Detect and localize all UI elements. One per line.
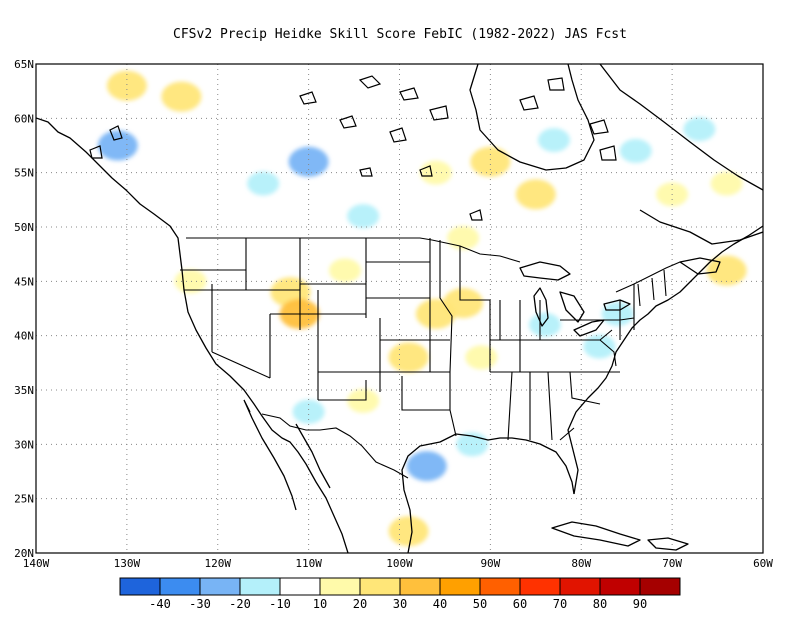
- colorbar-swatch: [359, 577, 401, 596]
- colorbar-swatch: [639, 577, 681, 596]
- skill-patch: [388, 516, 429, 547]
- lon-tick-label: 80W: [571, 557, 591, 570]
- skill-patch: [515, 179, 556, 210]
- skill-patch: [470, 146, 511, 177]
- map-title: CFSv2 Precip Heidke Skill Score FebIC (1…: [173, 27, 627, 42]
- skill-patch: [288, 146, 329, 177]
- skill-patch: [328, 258, 361, 283]
- colorbar-label: 50: [473, 597, 487, 611]
- lat-tick-label: 30N: [14, 438, 34, 451]
- colorbar-label: 70: [553, 597, 567, 611]
- colorbar-label: -10: [269, 597, 291, 611]
- colorbar-swatch: [159, 577, 201, 596]
- lat-tick-label: 65N: [14, 58, 34, 71]
- map-frame: [35, 63, 764, 554]
- colorbar-swatch: [439, 577, 481, 596]
- longitude-tick-labels: 140W 130W 120W 110W 100W 90W 80W 70W 60W: [23, 557, 774, 570]
- canadian-islands: [89, 75, 617, 221]
- skill-patch: [447, 225, 480, 250]
- lon-tick-label: 140W: [23, 557, 50, 570]
- colorbar-label: 40: [433, 597, 447, 611]
- colorbar-label: 90: [633, 597, 647, 611]
- skill-patch: [247, 171, 280, 196]
- skill-patch: [465, 345, 498, 370]
- skill-patch: [537, 128, 570, 153]
- lon-tick-label: 90W: [480, 557, 500, 570]
- skill-patch: [292, 399, 325, 424]
- colorbar-label: 60: [513, 597, 527, 611]
- colorbar-swatch: [399, 577, 441, 596]
- colorbar-label: 80: [593, 597, 607, 611]
- skill-score-field: [97, 70, 747, 547]
- colorbar-swatch: [479, 577, 521, 596]
- colorbar-label: -20: [229, 597, 251, 611]
- lat-tick-label: 50N: [14, 221, 34, 234]
- colorbar: -40 -30 -20 -10 10 20 30 40 50 60 70 80 90: [119, 577, 681, 611]
- colorbar-swatch: [319, 577, 361, 596]
- skill-patch: [347, 204, 380, 229]
- lat-tick-label: 40N: [14, 330, 34, 343]
- skill-patch: [161, 81, 202, 112]
- lon-tick-label: 100W: [386, 557, 413, 570]
- skill-patch: [619, 138, 652, 163]
- lon-tick-label: 120W: [205, 557, 232, 570]
- lon-tick-label: 130W: [114, 557, 141, 570]
- colorbar-swatch: [119, 577, 161, 596]
- colorbar-label: -30: [189, 597, 211, 611]
- skill-patch: [683, 117, 716, 142]
- colorbar-label: 10: [313, 597, 327, 611]
- skill-patch: [406, 451, 447, 482]
- skill-patch: [443, 288, 484, 319]
- lat-tick-label: 60N: [14, 112, 34, 125]
- skill-patch: [601, 301, 634, 326]
- colorbar-swatch: [279, 577, 321, 596]
- lat-tick-label: 45N: [14, 275, 34, 288]
- lat-lon-grid: [36, 64, 763, 553]
- lat-tick-label: 55N: [14, 167, 34, 180]
- skill-patch: [528, 312, 561, 337]
- skill-patch: [106, 70, 147, 101]
- colorbar-label: 30: [393, 597, 407, 611]
- colorbar-swatch: [199, 577, 241, 596]
- latitude-tick-labels: 20N 25N 30N 35N 40N 45N 50N 55N 60N 65N: [14, 58, 34, 560]
- us-state-boundaries: [180, 237, 681, 479]
- skill-patch: [419, 160, 452, 185]
- lon-tick-label: 70W: [662, 557, 682, 570]
- lat-tick-label: 20N: [14, 547, 34, 560]
- colorbar-label: 20: [353, 597, 367, 611]
- colorbar-swatch: [559, 577, 601, 596]
- lat-tick-label: 35N: [14, 384, 34, 397]
- colorbar-swatch: [519, 577, 561, 596]
- colorbar-swatch: [239, 577, 281, 596]
- colorbar-label: -40: [149, 597, 171, 611]
- lon-tick-label: 60W: [753, 557, 773, 570]
- colorbar-swatch: [599, 577, 641, 596]
- lon-tick-label: 110W: [295, 557, 322, 570]
- skill-patch: [97, 130, 138, 161]
- skill-patch: [706, 255, 747, 286]
- skill-patch: [347, 388, 380, 413]
- skill-patch: [388, 342, 429, 373]
- lat-tick-label: 25N: [14, 493, 34, 506]
- skill-patch: [583, 334, 616, 359]
- coastlines-and-borders: [36, 64, 763, 553]
- skill-patch: [710, 171, 743, 196]
